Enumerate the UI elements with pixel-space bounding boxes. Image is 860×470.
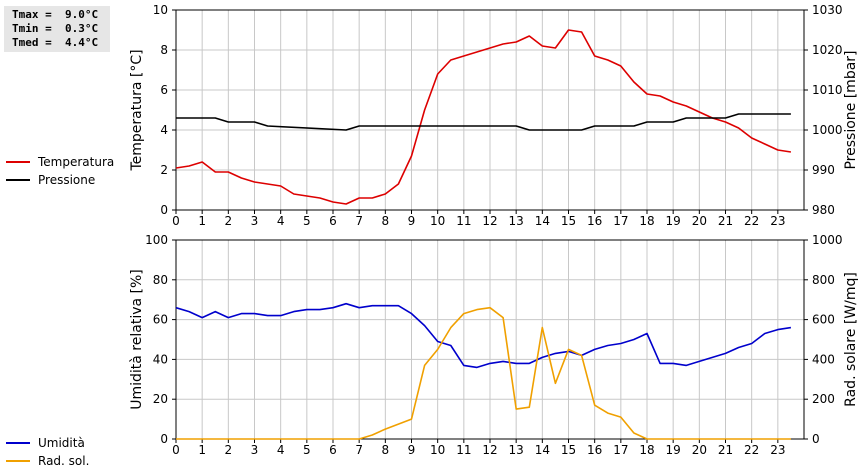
top-xtick-label: 4 <box>277 214 285 228</box>
top-y2tick-label: 990 <box>812 163 835 177</box>
top-y2label: Pressione [mbar] <box>843 50 859 169</box>
bottom-xtick-label: 2 <box>225 443 233 457</box>
top-ytick-label: 6 <box>160 83 168 97</box>
bottom-xtick-label: 5 <box>303 443 311 457</box>
top-xtick-label: 3 <box>251 214 259 228</box>
bottom-xtick-label: 9 <box>408 443 416 457</box>
top-ytick-label: 4 <box>160 123 168 137</box>
top-xtick-label: 21 <box>718 214 733 228</box>
top-xtick-label: 16 <box>587 214 602 228</box>
top-xtick-label: 12 <box>482 214 497 228</box>
bottom-y2tick-label: 0 <box>812 432 820 446</box>
bottom-y2tick-label: 800 <box>812 273 835 287</box>
bottom-xtick-label: 1 <box>198 443 206 457</box>
top-ylabel: Temperatura [°C] <box>129 49 145 171</box>
bottom-xtick-label: 20 <box>692 443 707 457</box>
top-xtick-label: 22 <box>744 214 759 228</box>
top-xtick-label: 15 <box>561 214 576 228</box>
bottom-xtick-label: 4 <box>277 443 285 457</box>
top-xtick-label: 11 <box>456 214 471 228</box>
bottom-ytick-label: 0 <box>160 432 168 446</box>
bottom-xtick-label: 22 <box>744 443 759 457</box>
bottom-y2tick-label: 600 <box>812 313 835 327</box>
top-xtick-label: 17 <box>613 214 628 228</box>
top-xtick-label: 18 <box>639 214 654 228</box>
series-line-temperatura <box>175 29 792 205</box>
top-y2tick-label: 1020 <box>812 43 843 57</box>
legend-label-umidita: Umidità <box>38 436 85 450</box>
bottom-xtick-label: 0 <box>172 443 180 457</box>
bottom-xtick-label: 3 <box>251 443 259 457</box>
top-xtick-label: 9 <box>408 214 416 228</box>
top-xtick-label: 1 <box>198 214 206 228</box>
series-line-umidit <box>175 302 792 369</box>
series-line-pressione <box>176 113 791 131</box>
top-xtick-label: 13 <box>509 214 524 228</box>
top-ytick-label: 0 <box>160 203 168 217</box>
top-ytick-label: 8 <box>160 43 168 57</box>
legend-label-pressione: Pressione <box>38 173 96 187</box>
bottom-xtick-label: 13 <box>509 443 524 457</box>
series-line-rad-sol <box>176 306 791 440</box>
top-xtick-label: 0 <box>172 214 180 228</box>
top-ytick-label: 10 <box>153 3 168 17</box>
top-xtick-label: 8 <box>382 214 390 228</box>
bottom-y2tick-label: 400 <box>812 352 835 366</box>
top-xtick-label: 2 <box>225 214 233 228</box>
top-xtick-label: 5 <box>303 214 311 228</box>
top-xtick-label: 19 <box>666 214 681 228</box>
bottom-xtick-label: 8 <box>382 443 390 457</box>
bottom-xtick-label: 19 <box>666 443 681 457</box>
bottom-xtick-label: 12 <box>482 443 497 457</box>
bottom-xtick-label: 14 <box>535 443 550 457</box>
legend-swatch-pressione <box>6 179 30 181</box>
legend-item-temperatura: Temperatura <box>6 153 114 171</box>
legend-swatch-temperatura <box>6 161 30 163</box>
legend-item-pressione: Pressione <box>6 171 114 189</box>
bottom-xtick-label: 18 <box>639 443 654 457</box>
bottom-ylabel: Umidità relativa [%] <box>129 269 145 410</box>
legend-swatch-umidita <box>6 442 30 444</box>
top-y2tick-label: 980 <box>812 203 835 217</box>
legend-item-umidita: Umidità <box>6 434 89 452</box>
top-xtick-label: 10 <box>430 214 445 228</box>
top-xtick-label: 14 <box>535 214 550 228</box>
bottom-plot-frame <box>175 239 805 440</box>
bottom-xtick-label: 21 <box>718 443 733 457</box>
top-xtick-label: 7 <box>355 214 363 228</box>
bottom-ytick-label: 60 <box>153 313 168 327</box>
tmin-label: Tmin = 0.3°C <box>12 22 99 35</box>
bottom-y2tick-label: 1000 <box>812 233 843 247</box>
stats-box: Tmax = 9.0°C Tmin = 0.3°C Tmed = 4.4°C <box>4 6 110 52</box>
bottom-ytick-label: 40 <box>153 352 168 366</box>
top-ytick-label: 2 <box>160 163 168 177</box>
top-xtick-label: 23 <box>770 214 785 228</box>
bottom-y2label: Rad. solare [W/mq] <box>843 272 859 407</box>
legend-swatch-rad-sol <box>6 460 30 462</box>
bottom-xtick-label: 23 <box>770 443 785 457</box>
bottom-xtick-label: 15 <box>561 443 576 457</box>
bottom-ytick-label: 80 <box>153 273 168 287</box>
legend-label-temperatura: Temperatura <box>38 155 115 169</box>
bottom-xtick-label: 10 <box>430 443 445 457</box>
bottom-xtick-label: 16 <box>587 443 602 457</box>
bottom-xtick-label: 11 <box>456 443 471 457</box>
top-xtick-label: 6 <box>329 214 337 228</box>
top-y2tick-label: 1010 <box>812 83 843 97</box>
top-y2tick-label: 1000 <box>812 123 843 137</box>
top-y2tick-label: 1030 <box>812 3 843 17</box>
top-legend: Temperatura Pressione <box>6 153 114 189</box>
bottom-xtick-label: 6 <box>329 443 337 457</box>
tmed-label: Tmed = 4.4°C <box>12 36 99 49</box>
bottom-ytick-label: 100 <box>145 233 168 247</box>
tmax-label: Tmax = 9.0°C <box>12 8 99 21</box>
top-plot-frame <box>175 9 805 211</box>
bottom-ytick-label: 20 <box>153 392 168 406</box>
charts-canvas: 0 1 2 3 4 5 6 7 8 9 10 11 12 13 14 15 16 17 18 19 20 21 22 230 9… <box>129 3 859 457</box>
bottom-y2tick-label: 200 <box>812 392 835 406</box>
bottom-xtick-label: 17 <box>613 443 628 457</box>
top-xtick-label: 20 <box>692 214 707 228</box>
bottom-xtick-label: 7 <box>355 443 363 457</box>
